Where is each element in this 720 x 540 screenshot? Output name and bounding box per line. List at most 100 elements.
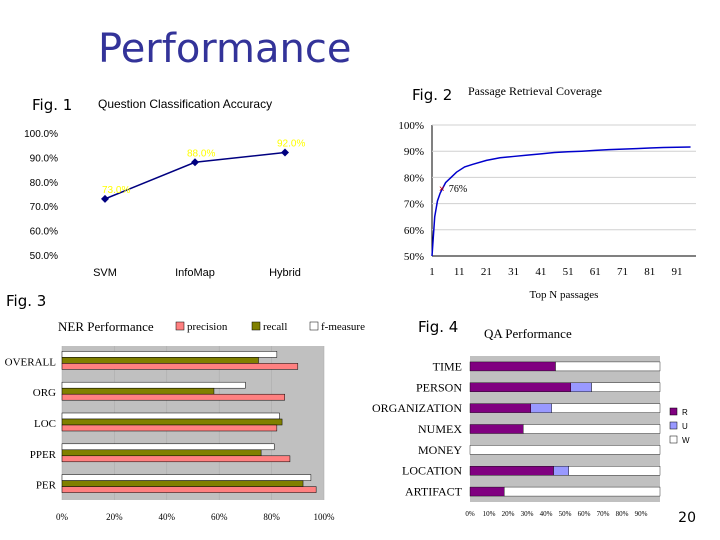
x-tick-label: SVM (93, 267, 117, 279)
bar-recall (61, 418, 283, 426)
bar-R (469, 361, 556, 372)
bar-precision (61, 486, 317, 493)
annotation-marker: × (439, 184, 445, 195)
y-tick-label: 50.0% (30, 251, 58, 262)
bar-f-measure (61, 412, 280, 420)
data-point (101, 194, 109, 203)
bar-W (568, 466, 661, 476)
bar-recall (61, 480, 304, 487)
slide-title: Performance (98, 26, 352, 72)
bar-f-measure (61, 351, 278, 358)
data-label: 92.0% (277, 139, 305, 150)
ner-performance-chart: NER Performance precision recall f-measure 0… (5, 319, 365, 522)
y-tick-label: 80% (404, 172, 424, 184)
bar-R (469, 466, 554, 476)
x-tick-label: 60% (211, 512, 228, 522)
data-label: 73.0% (102, 185, 130, 196)
x-tick-label: 21 (481, 266, 492, 278)
x-tick-label: 20% (502, 510, 515, 518)
x-tick-label: 41 (535, 266, 546, 278)
series-line (431, 146, 691, 257)
bar-f-measure (61, 381, 246, 389)
x-tick-label: InfoMap (175, 267, 215, 279)
chart-title: Question Classification Accuracy (98, 97, 272, 111)
chart-title: NER Performance (58, 319, 154, 334)
category-label: ORG (33, 387, 56, 399)
x-tick-label: 90% (635, 510, 648, 518)
bar-R (469, 486, 505, 497)
x-tick-label: 81 (644, 266, 655, 278)
x-axis-label: Top N passages (530, 289, 599, 301)
x-tick-label: 91 (671, 266, 682, 278)
y-tick-label: 60% (404, 225, 424, 237)
legend-label: recall (263, 321, 287, 333)
bar-recall (61, 357, 259, 364)
category-label: PER (36, 480, 57, 492)
bar-W (591, 382, 661, 392)
fig-label-1: Fig. 1 (32, 96, 73, 114)
category-label: NUMEX (418, 422, 462, 436)
legend-label: f-measure (321, 321, 365, 333)
category-label: ORGANIZATION (372, 401, 462, 415)
x-tick-label: 40% (540, 510, 553, 518)
x-tick-label: 0% (465, 510, 475, 518)
y-tick-label: 90% (404, 146, 424, 158)
y-tick-label: 70% (404, 199, 424, 211)
category-label: LOCATION (402, 464, 462, 478)
retrieval-coverage-chart: Passage Retrieval Coverage 50% 60% 70% 80% 90… (398, 84, 696, 301)
page-number: 20 (678, 510, 696, 526)
bar-U (553, 466, 569, 476)
x-tick-label: 80% (616, 510, 629, 518)
category-label: TIME (433, 359, 462, 373)
bar-recall (61, 449, 262, 457)
x-tick-label: 71 (617, 266, 628, 278)
fig-label-2: Fig. 2 (412, 86, 453, 104)
y-tick-label: 80.0% (30, 178, 58, 189)
legend-label: R (682, 408, 688, 417)
bar-U (530, 403, 552, 413)
data-label: 88.0% (187, 148, 215, 159)
x-tick-label: 11 (454, 266, 465, 278)
x-tick-label: 40% (159, 512, 176, 522)
legend-swatch (251, 321, 261, 331)
x-tick-label: Hybrid (269, 267, 301, 279)
x-tick-label: 31 (508, 266, 519, 278)
bar-precision (61, 363, 299, 370)
y-tick-label: 100.0% (24, 129, 58, 140)
x-tick-label: 1 (429, 266, 435, 278)
fig-label-4: Fig. 4 (418, 318, 459, 336)
category-label: PPER (30, 449, 57, 461)
y-tick-label: 60.0% (30, 227, 58, 238)
qa-performance-chart: QA Performance 0% 10% 20% 30% 40% 50% 60% 70% 80%… (372, 326, 690, 518)
x-tick-label: 30% (521, 510, 534, 518)
bar-R (469, 382, 571, 392)
bar-W (551, 403, 661, 413)
qc-accuracy-chart: Question Classification Accuracy 50.0% 60.… (24, 97, 305, 279)
x-tick-label: 70% (597, 510, 610, 518)
data-point (191, 158, 199, 167)
legend-swatch (309, 321, 319, 331)
x-tick-label: 50% (559, 510, 572, 518)
y-tick-label: 100% (398, 120, 424, 132)
y-tick-label: 90.0% (30, 153, 58, 164)
bar-f-measure (61, 474, 312, 481)
chart-title: Passage Retrieval Coverage (468, 84, 602, 98)
category-label: LOC (34, 418, 56, 430)
y-tick-label: 50% (404, 251, 424, 263)
bar-precision (61, 455, 291, 463)
bar-U (570, 382, 592, 392)
x-tick-label: 0% (56, 512, 69, 522)
legend-label: W (682, 436, 690, 445)
bar-W (555, 361, 661, 372)
x-tick-label: 51 (563, 266, 574, 278)
x-tick-label: 20% (106, 512, 123, 522)
bar-W (504, 486, 661, 497)
x-tick-label: 10% (483, 510, 496, 518)
bar-W (469, 445, 661, 455)
legend-swatch (669, 421, 678, 430)
legend-label: precision (187, 321, 228, 333)
legend-swatch (669, 407, 678, 416)
annotation-label: 76% (449, 184, 467, 195)
bar-precision (61, 424, 278, 432)
bar-precision (61, 393, 285, 401)
